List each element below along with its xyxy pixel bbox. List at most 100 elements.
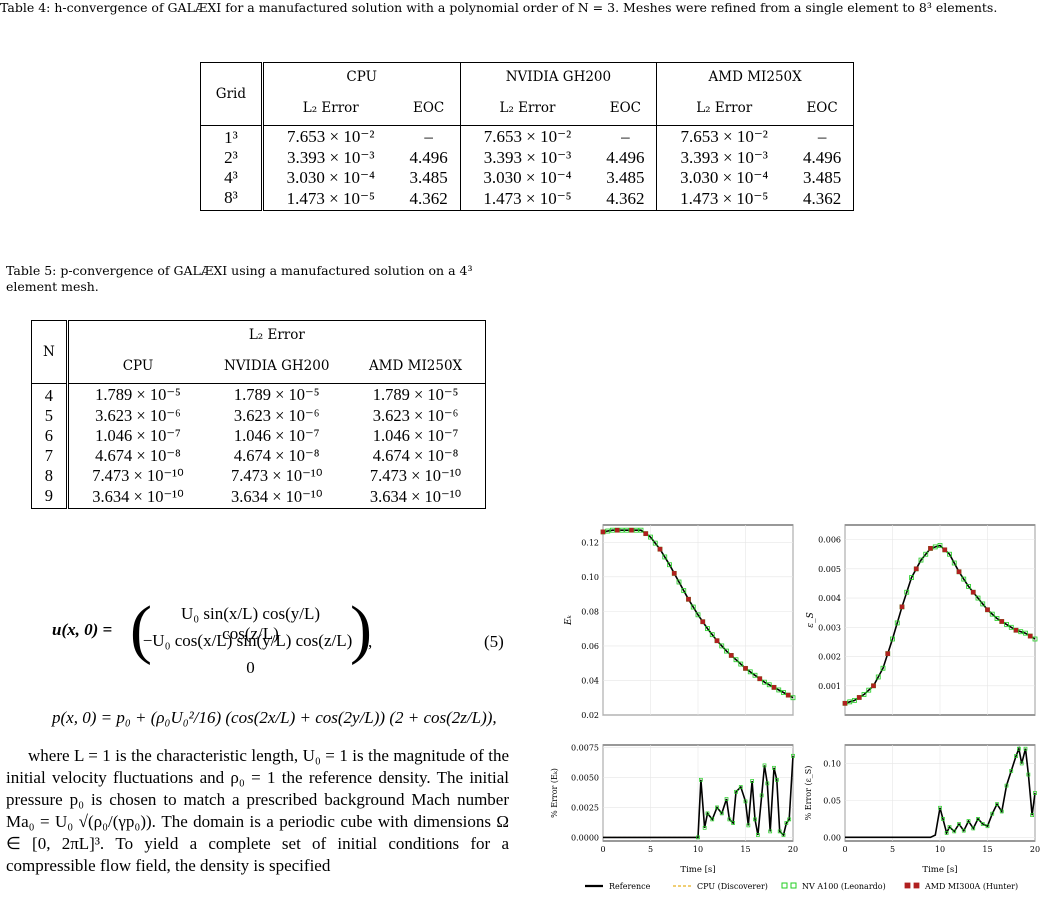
marker-nv — [759, 793, 764, 798]
marker-nv — [724, 797, 729, 801]
marker-nv — [923, 551, 929, 557]
table4-caption: Table 4: h-convergence of GALÆXI for a m… — [0, 0, 998, 15]
marker-nv — [652, 540, 658, 546]
marker-nv — [909, 575, 914, 581]
table-row: 9 3.634 × 10⁻¹⁰ 3.634 × 10⁻¹⁰ 3.634 × 10… — [32, 486, 486, 509]
t5-col-cpu: CPU — [65, 349, 208, 384]
marker-nv — [880, 665, 886, 671]
marker-nv — [719, 811, 724, 816]
x-tick-label: 0 — [842, 845, 847, 854]
marker-nv — [667, 562, 672, 568]
marker-nv — [1019, 761, 1024, 766]
marker-nv — [709, 632, 715, 638]
marker-nv — [690, 604, 696, 610]
y-tick-label: 0.002 — [818, 653, 841, 662]
marker-nv — [724, 648, 729, 654]
marker-nv — [695, 612, 701, 618]
legend-amd-label: AMD MI300A (Hunter) — [924, 882, 1018, 891]
y-tick-label: 0.0050 — [571, 773, 599, 782]
equation-left-paren: ( — [130, 593, 152, 666]
table-row: 4 1.789 × 10⁻⁵ 1.789 × 10⁻⁵ 1.789 × 10⁻⁵ — [44, 383, 459, 406]
marker-nv — [894, 620, 900, 626]
marker-nv — [944, 831, 949, 835]
marker-nv — [994, 616, 1000, 621]
legend-cpu-label: CPU (Discoverer) — [697, 882, 768, 891]
ylabel-ek: Eₖ — [564, 614, 574, 626]
y-tick-label: 0.0075 — [571, 743, 599, 752]
y-tick-label: 0.005 — [818, 565, 841, 574]
marker-nv — [947, 551, 952, 557]
marker-nv — [791, 753, 795, 758]
y-tick-label: 0.004 — [818, 594, 841, 603]
ylabel-ek-error: % Error (Eₖ) — [550, 768, 559, 818]
marker-amd — [671, 571, 677, 576]
legend-reference-label: Reference — [609, 882, 651, 891]
t5-n-header: N — [31, 320, 68, 384]
marker-amd — [913, 566, 919, 572]
legend-nv-swatch-a — [781, 882, 788, 889]
marker-nv — [768, 829, 773, 834]
table-row: 8 7.473 × 10⁻¹⁰ 7.473 × 10⁻¹⁰ 7.473 × 10… — [44, 466, 462, 486]
marker-nv — [1023, 746, 1028, 751]
marker-nv — [999, 809, 1004, 814]
marker-nv — [743, 799, 748, 804]
series-reference-line — [603, 755, 794, 839]
series-reference-line — [845, 745, 1036, 839]
marker-nv — [733, 657, 739, 663]
t4-grid-header: Grid — [200, 62, 263, 126]
marker-nv — [941, 816, 945, 821]
equation-right-paren: ) — [350, 593, 372, 666]
marker-nv — [951, 560, 957, 566]
y-tick-label: 0.0000 — [571, 833, 599, 842]
marker-amd — [1027, 633, 1033, 639]
marker-amd — [728, 653, 734, 658]
marker-nv — [638, 527, 644, 533]
equation-row3: 0 — [246, 658, 255, 677]
marker-nv — [762, 679, 767, 685]
marker-amd — [970, 589, 976, 595]
y-tick-label: 0.006 — [818, 536, 841, 545]
x-tick-label: 15 — [740, 845, 750, 854]
t4-sub-err-gh200: L₂ Error — [459, 91, 595, 126]
marker-amd — [899, 604, 905, 610]
t5-group-header: L₂ Error — [65, 320, 486, 349]
marker-amd — [942, 547, 948, 553]
marker-amd — [714, 638, 720, 644]
marker-nv — [747, 669, 753, 675]
marker-amd — [885, 651, 891, 656]
marker-amd — [643, 531, 649, 536]
marker-amd — [771, 685, 777, 690]
equation-p-line: p(x, 0) = p₀ + (ρ₀U₀²/16) (cos(2x/L) + c… — [52, 708, 497, 727]
y-tick-label: 0.10 — [823, 759, 841, 768]
marker-nv — [932, 544, 938, 550]
marker-amd — [842, 701, 848, 706]
marker-nv — [937, 543, 943, 548]
equation-number: (5) — [484, 632, 504, 651]
marker-amd — [743, 666, 748, 671]
y-tick-label: 0.05 — [823, 796, 841, 805]
marker-nv — [610, 527, 615, 533]
marker-amd — [985, 607, 990, 613]
marker-nv — [699, 777, 703, 782]
equation-row2: −U₀ cos(x/L) sin(y/L) cos(z/L) — [142, 631, 353, 650]
y-tick-label: 0.00 — [823, 833, 841, 842]
marker-nv — [1030, 813, 1034, 818]
marker-nv — [731, 821, 735, 825]
marker-nv — [777, 829, 782, 834]
y-tick-label: 0.001 — [818, 682, 841, 691]
marker-nv — [980, 822, 985, 826]
y-tick-label: 0.003 — [818, 623, 841, 632]
marker-amd — [657, 546, 663, 552]
t4-sub-eoc-gh200: EOC — [594, 91, 657, 126]
marker-nv — [715, 805, 719, 810]
t4-group-mi250x: AMD MI250X — [656, 62, 854, 91]
marker-amd — [871, 683, 876, 689]
marker-nv — [1004, 783, 1009, 788]
marker-nv — [1023, 630, 1028, 636]
marker-amd — [956, 569, 962, 575]
marker-nv — [1004, 621, 1009, 627]
marker-nv — [861, 692, 867, 697]
energy-dissipation-figure: 0.02 0.04 0.06 0.08 0.10 0.12 0.001 0.002 0.003 0… — [550, 524, 1040, 891]
marker-nv — [662, 554, 668, 560]
marker-nv — [1014, 754, 1018, 758]
